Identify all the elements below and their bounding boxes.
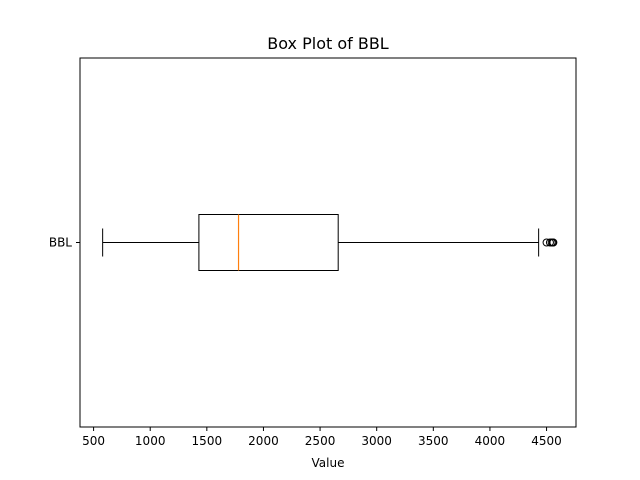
chart-title: Box Plot of BBL: [267, 34, 389, 53]
x-tick-label: 3000: [361, 434, 392, 448]
x-tick-label: 1500: [192, 434, 223, 448]
y-tick-label: BBL: [49, 236, 72, 250]
x-tick-label: 4000: [475, 434, 506, 448]
y-axis-ticks: BBL: [49, 236, 80, 250]
x-tick-label: 4500: [531, 434, 562, 448]
x-tick-label: 2000: [248, 434, 279, 448]
x-tick-label: 3500: [418, 434, 449, 448]
x-tick-label: 500: [82, 434, 105, 448]
x-tick-label: 1000: [135, 434, 166, 448]
box-plot-series: [102, 214, 558, 271]
x-tick-label: 2500: [305, 434, 336, 448]
interquartile-box: [198, 214, 339, 271]
outlier-point: [549, 238, 558, 247]
x-axis-label: Value: [312, 456, 345, 470]
x-axis-ticks: 500 1000 1500 2000 2500 3000 3500 4000 4500: [82, 427, 562, 448]
